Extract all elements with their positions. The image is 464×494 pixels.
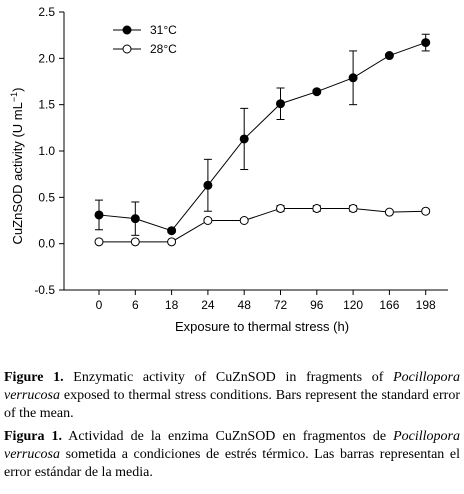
x-axis-ticks: 0 6 18 24 48 72 96 120 166 198 [96, 290, 436, 312]
caption-text: sometida a condiciones de estrés térmico… [4, 447, 460, 480]
x-tick-label: 0 [96, 298, 103, 312]
data-point [276, 99, 285, 109]
y-tick-label: -0.5 [34, 283, 55, 297]
data-point [239, 216, 249, 225]
data-point [167, 237, 177, 247]
series-line [99, 207, 426, 243]
data-point [203, 180, 213, 190]
data-point [130, 237, 140, 247]
x-tick-label: 48 [238, 298, 252, 312]
x-tick-label: 6 [132, 298, 139, 312]
legend: 31°C 28°C [113, 23, 177, 56]
caption-label: Figura 1. [4, 429, 63, 444]
data-point [276, 203, 285, 213]
x-tick-label: 198 [416, 298, 436, 312]
data-point [312, 203, 322, 213]
caption-label: Figure 1. [4, 370, 64, 385]
data-point [94, 237, 104, 247]
x-tick-label: 120 [343, 298, 363, 312]
y-tick-label: 2.5 [38, 5, 55, 19]
data-point [348, 203, 358, 213]
y-axis-ticks: -0.5 0.0 0.5 1.0 1.5 2.0 2.5 [34, 5, 64, 297]
data-point [312, 87, 322, 97]
legend-marker [122, 44, 132, 54]
series-line [98, 42, 426, 232]
caption-text: Actividad de la enzima CuZnSOD en fragme… [62, 429, 394, 444]
x-tick-label: 18 [165, 298, 179, 312]
caption-species: Pocillopora verrucosa [4, 429, 460, 462]
data-point [130, 214, 140, 224]
y-tick-label: 2.0 [38, 51, 55, 65]
caption-text: exposed to thermal stress conditions. Ba… [4, 388, 460, 421]
x-axis-label: Exposure to thermal stress (h) [175, 319, 349, 334]
series-31c [94, 33, 431, 236]
y-tick-label: 0.0 [38, 237, 55, 251]
data-point [384, 207, 394, 217]
data-point [167, 226, 177, 236]
x-tick-label: 96 [310, 298, 324, 312]
y-tick-label: 1.5 [38, 98, 55, 112]
series-layer [94, 33, 431, 247]
legend-marker [122, 25, 132, 35]
legend-label: 28°C [150, 42, 177, 56]
x-tick-label: 24 [201, 298, 215, 312]
y-tick-label: 0.5 [38, 190, 55, 204]
data-point [203, 216, 213, 225]
data-point [384, 51, 394, 61]
caption-text: Enzymatic activity of CuZnSOD in fragmen… [63, 370, 394, 385]
figure-caption-spanish: Figura 1. Actividad de la enzima CuZnSOD… [4, 428, 460, 482]
y-tick-label: 1.0 [38, 144, 55, 158]
data-point [94, 210, 104, 220]
legend-label: 31°C [150, 23, 177, 37]
x-tick-label: 166 [379, 298, 399, 312]
series-28c [94, 203, 431, 247]
data-point [421, 38, 431, 48]
caption-species: Pocillopora verrucosa [4, 370, 460, 403]
figure-caption-english: Figure 1. Enzymatic activity of CuZnSOD … [4, 369, 460, 423]
data-point [348, 73, 358, 83]
chart: -0.5 0.0 0.5 1.0 1.5 2.0 2.5 0 6 18 24 48 72 96 120 16… [9, 5, 448, 334]
data-point [421, 206, 431, 216]
data-point [239, 134, 249, 144]
y-axis-label: CuZnSOD activity (U mL−1) [9, 88, 25, 245]
x-tick-label: 72 [274, 298, 288, 312]
